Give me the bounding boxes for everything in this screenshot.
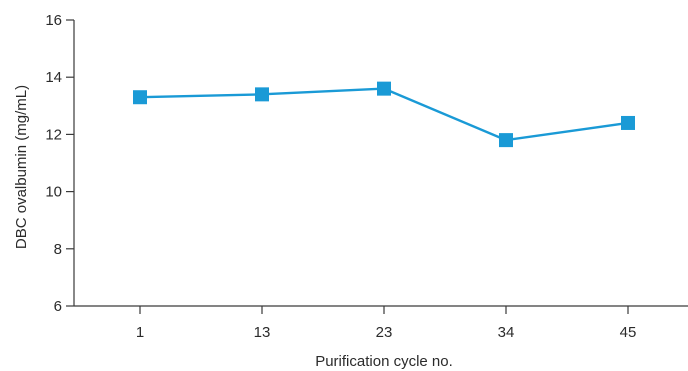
- series-line: [139, 87, 629, 142]
- data-point-marker: [621, 115, 635, 130]
- x-tick-label: 23: [376, 324, 393, 341]
- y-axis-title: DBC ovalbumin (mg/mL): [13, 85, 30, 249]
- y-tick-label: 12: [45, 126, 62, 143]
- x-axis-ticks: 1 13 23 34 45: [136, 306, 637, 341]
- x-tick-label: 45: [620, 324, 637, 341]
- y-tick-label: 14: [45, 69, 62, 86]
- x-tick-label: 13: [254, 324, 271, 341]
- x-tick-label: 34: [498, 324, 515, 341]
- x-tick-label: 1: [136, 324, 144, 341]
- y-axis-ticks: 6 8 10 12 14 16: [45, 12, 74, 315]
- series-layer: [133, 81, 635, 148]
- data-point-marker: [377, 81, 391, 96]
- data-point-marker: [499, 133, 513, 148]
- y-tick-label: 10: [45, 184, 62, 201]
- y-tick-label: 8: [54, 241, 62, 258]
- axes: [73, 20, 688, 307]
- x-axis-title: Purification cycle no.: [315, 353, 453, 370]
- y-tick-label: 16: [45, 12, 62, 29]
- data-point-marker: [255, 87, 269, 102]
- y-tick-label: 6: [54, 298, 62, 315]
- data-point-marker: [133, 90, 147, 105]
